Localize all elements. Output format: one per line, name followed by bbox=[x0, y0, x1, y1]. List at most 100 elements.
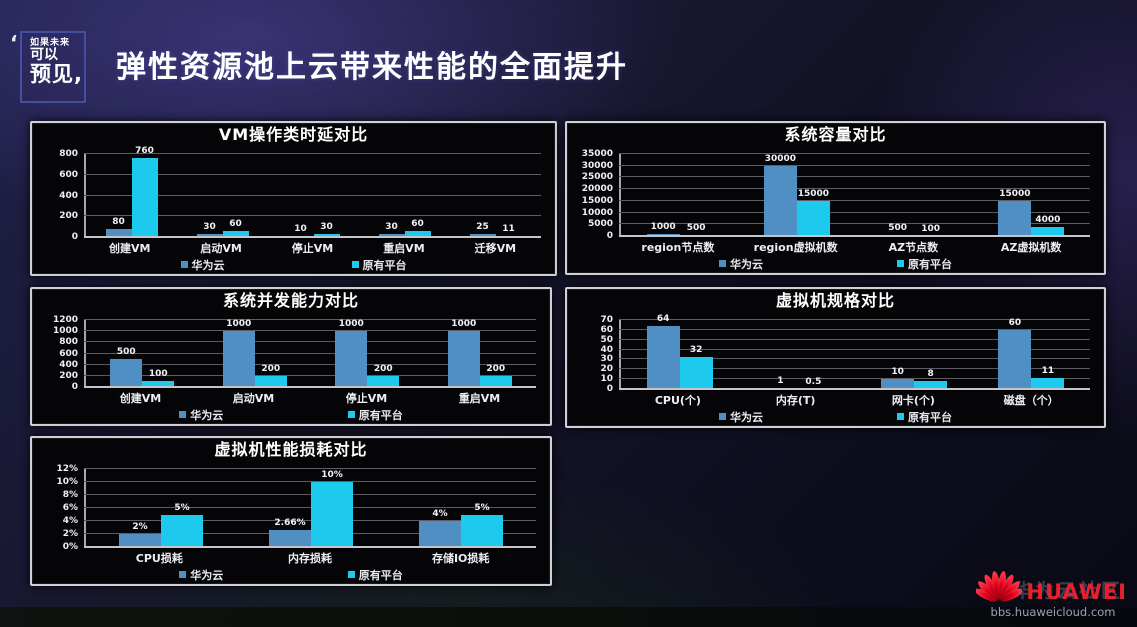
bar-value-label: 4000 bbox=[1035, 214, 1061, 225]
legend-label: 原有平台 bbox=[908, 410, 952, 424]
bar-group: 1000 500 bbox=[621, 154, 738, 236]
bar-groups: 2% 5% 2.66% 10% 4% 5% bbox=[86, 469, 536, 547]
legend-item: 华为云 bbox=[179, 567, 223, 583]
bar-value-label: 2% bbox=[132, 522, 148, 532]
y-axis-tick-label: 6% bbox=[62, 503, 78, 513]
bar-column: 15000 bbox=[796, 154, 830, 236]
bar-legacy: 8 bbox=[914, 369, 948, 389]
bar-huawei: 25 bbox=[469, 222, 496, 237]
y-axis-tick-label: 25000 bbox=[581, 172, 613, 183]
y-axis-tick-label: 40 bbox=[600, 344, 613, 355]
legend-item: 华为云 bbox=[719, 409, 763, 425]
legend-marker bbox=[179, 411, 187, 418]
legend-marker bbox=[180, 261, 188, 268]
bar-column: 11 bbox=[495, 154, 522, 237]
y-axis-tick-label: 600 bbox=[59, 169, 78, 180]
category-label: region虚拟机数 bbox=[753, 241, 838, 254]
bar-value-label: 100 bbox=[921, 223, 941, 234]
bar-column: 32 bbox=[679, 320, 713, 389]
gridline bbox=[619, 164, 1090, 166]
bar-column: 60 bbox=[998, 318, 1032, 389]
bar-group: 4% 5% bbox=[386, 469, 536, 547]
y-axis-tick-label: 1200 bbox=[52, 315, 78, 325]
bar-huawei: 10 bbox=[881, 367, 915, 389]
chart-legend: 华为云 原有平台 bbox=[567, 254, 1104, 273]
bar-column: 500 bbox=[679, 154, 713, 236]
slogan-line-3: 预见, bbox=[30, 62, 83, 87]
gridline bbox=[619, 338, 1090, 340]
bar-column: 0.5 bbox=[796, 320, 830, 389]
bar-column: 10% bbox=[311, 469, 353, 547]
bar-value-label: 11 bbox=[1041, 366, 1055, 377]
gridline bbox=[84, 468, 536, 469]
slogan-badge: ‘ 如果未来 可以 预见, bbox=[10, 31, 86, 103]
bar-value-label: 30 bbox=[320, 221, 333, 232]
bar-column: 30 bbox=[196, 154, 223, 237]
bar-group: 500 100 bbox=[86, 320, 199, 387]
bar-value-label: 5% bbox=[174, 502, 190, 513]
bar-group: 25 11 bbox=[450, 154, 541, 237]
bar-value-label: 200 bbox=[261, 363, 281, 374]
bar-value-label: 1 bbox=[777, 376, 784, 387]
bar-value-label: 500 bbox=[888, 222, 908, 233]
bar-huawei: 1000 bbox=[646, 222, 680, 236]
category-label: CPU损耗 bbox=[135, 552, 183, 565]
bar-column: 500 bbox=[881, 154, 915, 236]
bar-huawei: 2.66% bbox=[269, 518, 311, 547]
bar-column: 4000 bbox=[1031, 154, 1065, 236]
gridline bbox=[619, 235, 1090, 236]
chart-plot: 0 200 400 600 800 80 760 30 60 10 30 30 60 25 11 bbox=[59, 146, 541, 242]
category-label: CPU(个) bbox=[654, 394, 701, 407]
bar-column: 200 bbox=[254, 320, 287, 387]
bar-column: 60 bbox=[404, 154, 431, 237]
bar-value-label: 25 bbox=[476, 222, 489, 233]
quote-mark: ‘ bbox=[10, 31, 18, 55]
bar-column: 100 bbox=[142, 320, 175, 387]
bar-column: 1000 bbox=[447, 319, 480, 387]
gridline bbox=[84, 520, 536, 521]
bar-value-label: 80 bbox=[112, 216, 125, 227]
bar-groups: 500 100 1000 200 1000 200 1000 200 bbox=[86, 319, 536, 387]
bar-column: 4% bbox=[419, 469, 461, 547]
bar-value-label: 11 bbox=[502, 223, 515, 234]
chart-title: 系统并发能力对比 bbox=[222, 291, 359, 310]
gridline bbox=[84, 352, 536, 354]
category-label: AZ虚拟机数 bbox=[1000, 241, 1062, 254]
bar-value-label: 1000 bbox=[451, 319, 477, 330]
chart-plot: 0% 2% 4% 6% 8% 10% 12% 2% 5% 2.66% 10% 4% 5% bbox=[56, 464, 536, 552]
bar-huawei: 2% bbox=[119, 522, 161, 547]
bar-column: 5% bbox=[461, 469, 503, 547]
bar-group: 1000 200 bbox=[199, 319, 312, 387]
bar-huawei: 10 bbox=[287, 224, 314, 237]
y-axis-tick-label: 4% bbox=[62, 516, 78, 527]
bar-value-label: 32 bbox=[689, 345, 703, 356]
bar-huawei: 30 bbox=[378, 222, 405, 237]
legend-label: 华为云 bbox=[190, 568, 224, 582]
legend-label: 华为云 bbox=[190, 408, 224, 422]
page-title: 弹性资源池上云带来性能的全面提升 bbox=[116, 50, 628, 85]
y-axis-tick-label: 2% bbox=[62, 529, 78, 540]
bar-value-label: 60 bbox=[411, 218, 424, 229]
bar-legacy: 15000 bbox=[796, 189, 830, 236]
legend-item: 华为云 bbox=[179, 407, 223, 423]
gridline bbox=[84, 236, 541, 237]
slogan-line-1: 如果未来 bbox=[30, 38, 71, 48]
gridline bbox=[84, 481, 536, 482]
gridline bbox=[84, 215, 541, 217]
category-label: 创建VM bbox=[119, 392, 162, 405]
category-label: region节点数 bbox=[641, 241, 715, 254]
bar-legacy: 200 bbox=[479, 364, 512, 387]
bar-huawei: 4% bbox=[419, 509, 461, 547]
category-label: 停止VM bbox=[291, 242, 334, 255]
legend-label: 原有平台 bbox=[362, 258, 407, 272]
y-axis-tick-label: 400 bbox=[59, 359, 78, 370]
chart-categories: 创建VM 启动VM 停止VM 重启VM 迁移VM bbox=[84, 240, 541, 255]
bar-value-label: 30000 bbox=[764, 153, 797, 164]
bar-column: 30 bbox=[313, 154, 340, 237]
bar-value-label: 15000 bbox=[797, 188, 830, 199]
chart-legend: 华为云 原有平台 bbox=[32, 565, 550, 584]
bar-groups: 80 760 30 60 10 30 30 60 25 11 bbox=[86, 146, 541, 237]
bar-column: 1 bbox=[763, 320, 797, 389]
bar-legacy: 100 bbox=[142, 369, 175, 387]
chart-plot: 0 200 400 600 800 1000 1200 500 100 1000 200 1000 20… bbox=[53, 315, 536, 392]
